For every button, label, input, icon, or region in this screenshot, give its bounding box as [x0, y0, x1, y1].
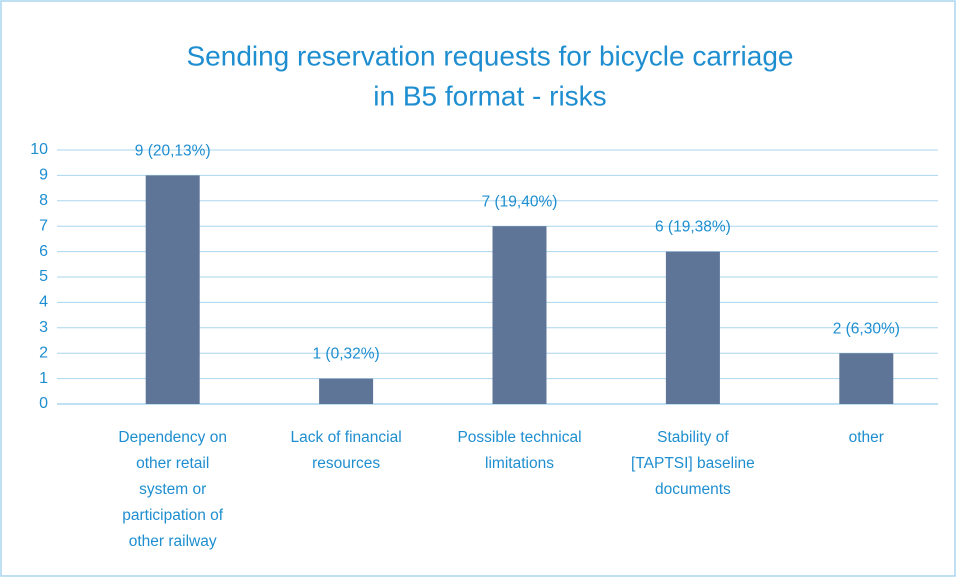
x-tick-label: Possible technical: [457, 429, 581, 446]
x-tick-label: other retail: [136, 455, 209, 472]
x-tick-label: limitations: [485, 455, 554, 472]
bar: [319, 378, 374, 404]
bar: [839, 353, 894, 404]
x-tick-label: [TAPTSI] baseline: [631, 455, 755, 472]
y-tick-label: 2: [39, 344, 48, 361]
y-tick-label: 6: [39, 243, 48, 260]
y-tick-label: 4: [39, 294, 48, 311]
y-tick-label: 7: [39, 217, 48, 234]
x-tick-label: participation of: [122, 507, 224, 524]
x-tick-label: Dependency on: [118, 429, 227, 446]
x-tick-label: resources: [312, 455, 380, 472]
bar: [665, 251, 720, 404]
value-label: 6 (19,38%): [655, 219, 731, 236]
x-tick-label: system or: [139, 481, 206, 498]
value-label: 1 (0,32%): [312, 346, 379, 363]
x-tick-label: other: [849, 429, 884, 446]
bar: [145, 175, 200, 404]
value-label: 7 (19,40%): [482, 193, 558, 210]
y-tick-label: 3: [39, 319, 48, 336]
y-tick-label: 10: [30, 141, 48, 158]
chart-title: in B5 format - risks: [373, 80, 606, 111]
x-tick-label: Stability of: [657, 429, 729, 446]
y-tick-label: 5: [39, 268, 48, 285]
x-tick-label: documents: [655, 481, 731, 498]
x-tick-label: other railway: [129, 533, 217, 550]
bar: [492, 226, 547, 404]
x-tick-label: Lack of financial: [291, 429, 402, 446]
y-tick-label: 9: [39, 167, 48, 184]
chart-title: Sending reservation requests for bicycle…: [187, 40, 794, 71]
value-label: 2 (6,30%): [833, 320, 900, 337]
value-label: 9 (20,13%): [135, 142, 211, 159]
y-tick-label: 0: [39, 395, 48, 412]
y-tick-label: 1: [39, 370, 48, 387]
y-tick-label: 8: [39, 192, 48, 209]
